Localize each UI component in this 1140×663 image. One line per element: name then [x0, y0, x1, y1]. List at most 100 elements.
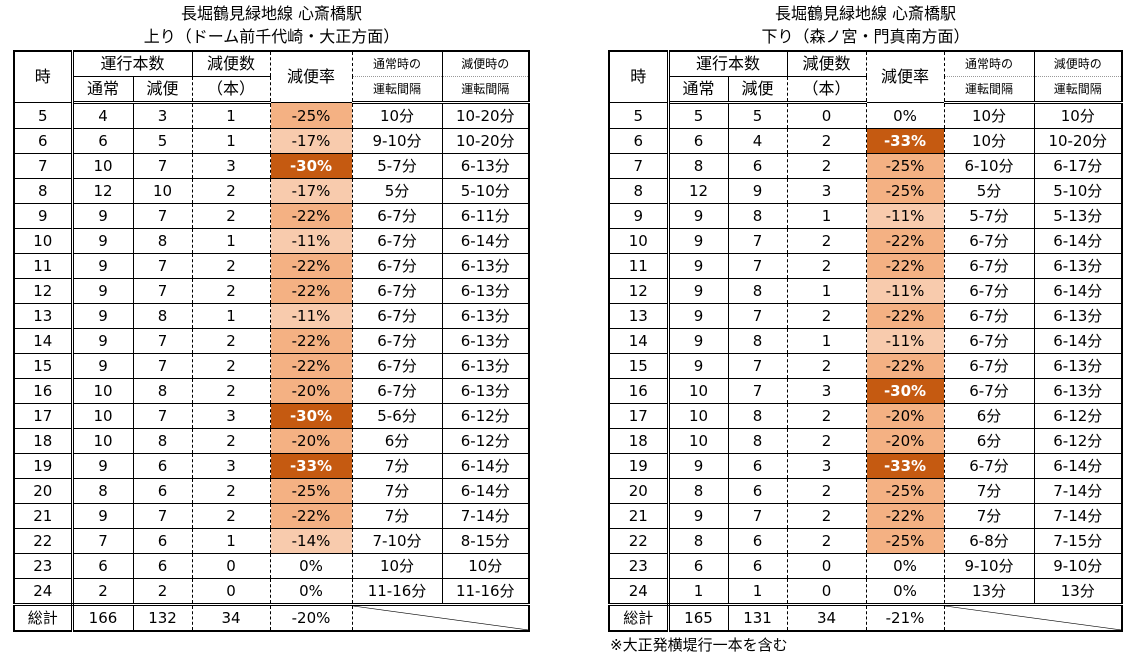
reduced-count-cell: 6: [727, 478, 788, 504]
cut-count-cell: 3: [191, 153, 271, 179]
hour-cell: 14: [608, 328, 670, 354]
normal-count-cell: 2: [71, 578, 134, 606]
hour-cell: 9: [608, 203, 670, 229]
reduced-count-cell: 6: [727, 153, 788, 179]
diagonal-line-icon: [353, 606, 529, 630]
total-cut: 34: [786, 604, 867, 632]
reduced-interval-cell: 6-14分: [441, 228, 530, 254]
reduced-interval-cell: 7-14分: [1033, 478, 1123, 504]
down-station-title: 長堀鶴見緑地線 心斎橋駅: [774, 4, 957, 23]
table-row: 7 10 7 3 -30% 5-7分 6-13分: [13, 153, 530, 179]
reduced-interval-cell: 6-14分: [1033, 278, 1123, 304]
normal-count-cell: 9: [667, 328, 729, 354]
normal-count-cell: 9: [667, 278, 729, 304]
table-row: 6 6 4 2 -33% 10分 10-20分: [608, 128, 1123, 154]
reduced-interval-cell: 6-12分: [1033, 403, 1123, 429]
table-row: 23 6 6 0 0% 9-10分 9-10分: [608, 553, 1123, 579]
normal-count-cell: 7: [71, 528, 134, 554]
cut-count-cell: 0: [786, 553, 867, 579]
hour-cell: 6: [608, 128, 670, 154]
cut-count-cell: 1: [191, 303, 271, 329]
reduced-interval-cell: 13分: [1033, 578, 1123, 606]
header-subrow: 通常 減便 （本） 運転間隔 運転間隔: [14, 76, 530, 104]
cut-count-cell: 2: [191, 328, 271, 354]
hour-cell: 22: [608, 528, 670, 554]
normal-interval-cell: 6-7分: [351, 278, 443, 304]
normal-count-cell: 9: [71, 328, 134, 354]
reduced-count-cell: 7: [132, 153, 193, 179]
total-normal: 165: [667, 604, 729, 632]
normal-count-cell: 8: [667, 478, 729, 504]
header-normal-interval-sub: 運転間隔: [351, 76, 443, 104]
normal-count-cell: 9: [71, 278, 134, 304]
normal-count-cell: 9: [71, 453, 134, 479]
total-rate: -21%: [865, 604, 945, 632]
table-row: 10 9 7 2 -22% 6-7分 6-14分: [608, 228, 1123, 254]
header-normal-interval-sub: 運転間隔: [943, 76, 1035, 104]
normal-interval-cell: 5分: [351, 178, 443, 204]
reduced-interval-cell: 6-14分: [441, 478, 530, 504]
reduced-count-cell: 6: [132, 478, 193, 504]
hour-cell: 18: [608, 428, 670, 454]
reduced-interval-cell: 6-14分: [441, 453, 530, 479]
cut-count-cell: 1: [786, 328, 867, 354]
normal-interval-cell: 6-7分: [943, 228, 1035, 254]
hour-cell: 23: [13, 553, 74, 579]
reduction-rate-cell: -22%: [865, 353, 945, 379]
reduced-interval-cell: 6-13分: [441, 253, 530, 279]
reduction-rate-cell: -11%: [865, 203, 945, 229]
total-row: 総計 165 131 34 -21%: [608, 604, 1123, 632]
normal-interval-cell: 13分: [943, 578, 1035, 606]
table-row: 9 9 7 2 -22% 6-7分 6-11分: [13, 203, 530, 229]
footnote: ※大正発横堤行一本を含む: [610, 636, 788, 654]
reduced-count-cell: 5: [132, 128, 193, 154]
normal-interval-cell: 10分: [351, 553, 443, 579]
reduced-count-cell: 7: [727, 228, 788, 254]
reduction-rate-cell: -25%: [269, 478, 353, 504]
hour-cell: 11: [608, 253, 670, 279]
reduction-rate-cell: -17%: [269, 178, 353, 204]
table-row: 11 9 7 2 -22% 6-7分 6-13分: [608, 253, 1123, 279]
hour-cell: 24: [608, 578, 670, 606]
reduced-count-cell: 6: [132, 528, 193, 554]
table-row: 9 9 8 1 -11% 5-7分 5-13分: [608, 203, 1123, 229]
hour-cell: 5: [608, 102, 670, 129]
normal-count-cell: 6: [667, 553, 729, 579]
reduction-rate-cell: -20%: [865, 403, 945, 429]
normal-count-cell: 9: [71, 228, 134, 254]
reduced-interval-cell: 6-17分: [1033, 153, 1123, 179]
normal-count-cell: 9: [667, 503, 729, 529]
reduced-interval-cell: 5-10分: [441, 178, 530, 204]
reduced-count-cell: 7: [727, 353, 788, 379]
hour-cell: 16: [13, 378, 74, 404]
normal-interval-cell: 5-6分: [351, 403, 443, 429]
down-direction-panel: 長堀鶴見緑地線 心斎橋駅 下り（森ノ宮・門真南方面） 時運行本数 減便数 減便率 通常…: [608, 0, 1124, 655]
reduced-interval-cell: 10-20分: [441, 128, 530, 154]
table-row: 19 9 6 3 -33% 7分 6-14分: [13, 453, 530, 479]
cut-count-cell: 1: [191, 102, 271, 129]
cut-count-cell: 2: [786, 528, 867, 554]
cut-count-cell: 2: [191, 203, 271, 229]
reduced-count-cell: 8: [132, 378, 193, 404]
reduction-rate-cell: -25%: [865, 478, 945, 504]
reduced-interval-cell: 10分: [1033, 102, 1123, 129]
hour-cell: 13: [13, 303, 74, 329]
table-row: 22 8 6 2 -25% 6-8分 7-15分: [608, 528, 1123, 554]
reduced-count-cell: 7: [132, 253, 193, 279]
reduced-count-cell: 10: [132, 178, 193, 204]
header-normal: 通常: [667, 76, 729, 104]
table-row: 14 9 7 2 -22% 6-7分 6-13分: [13, 328, 530, 354]
normal-count-cell: 10: [667, 378, 729, 404]
reduced-count-cell: 5: [727, 102, 788, 129]
header-subrow: 通常 減便 （本） 運転間隔 運転間隔: [609, 76, 1123, 104]
normal-interval-cell: 10分: [351, 102, 443, 129]
normal-count-cell: 9: [667, 303, 729, 329]
reduction-rate-cell: 0%: [865, 553, 945, 579]
diagonal-line-icon: [945, 606, 1122, 630]
cut-count-cell: 3: [191, 453, 271, 479]
reduction-rate-cell: -25%: [865, 528, 945, 554]
reduced-interval-cell: 10-20分: [1033, 128, 1123, 154]
cut-count-cell: 1: [786, 203, 867, 229]
header-reduced: 減便: [727, 76, 788, 104]
cut-count-cell: 2: [786, 478, 867, 504]
